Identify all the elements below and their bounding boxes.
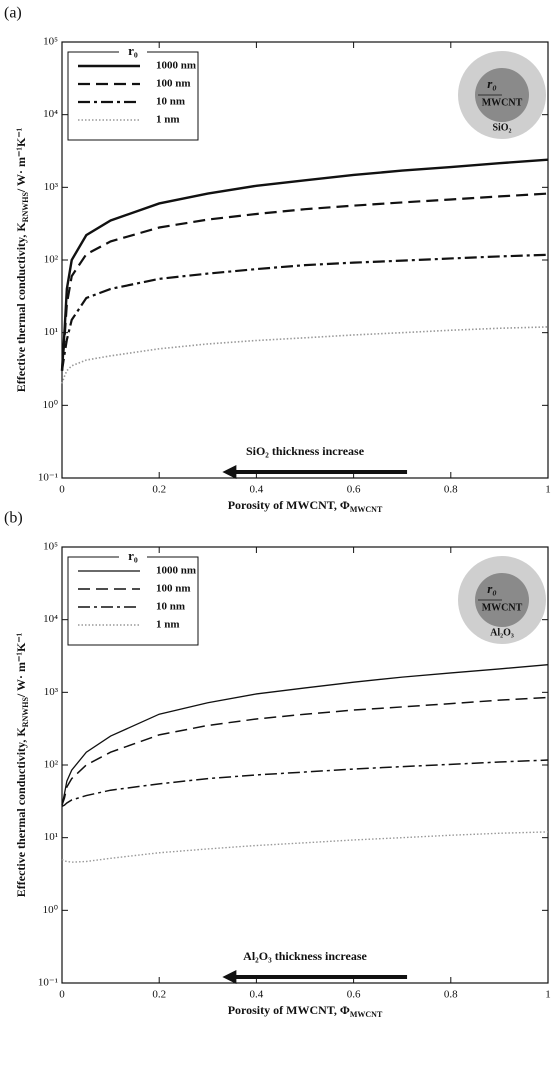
x-tick-label: 1 (545, 484, 551, 496)
y-tick-label: 10⁰ (43, 399, 59, 411)
y-axis-label-suffix: / W· m⁻¹K⁻¹ (14, 632, 28, 698)
annotation: Al₂O₃ thickness increase (243, 949, 367, 963)
legend-title-bg (119, 46, 147, 58)
x-axis-label: Porosity of MWCNT, ΦMWCNT (228, 498, 383, 514)
y-tick-label: 10⁵ (43, 36, 58, 48)
inset-shell-label: Al₂O₃ (490, 627, 514, 638)
legend-title-bg (119, 551, 147, 563)
data-line (61, 696, 549, 806)
x-axis-label-sub: MWCNT (350, 1010, 383, 1019)
x-tick-label: 0 (59, 484, 65, 496)
y-axis-label: Effective thermal conductivity, KRNWHS/ … (14, 127, 30, 392)
panel-label: (a) (4, 5, 22, 22)
x-tick-label: 0.8 (444, 989, 458, 1001)
data-line (61, 326, 549, 384)
y-axis-label-text: Effective thermal conductivity, K (14, 727, 28, 898)
y-axis-label: Effective thermal conductivity, KRNWHS/ … (14, 632, 30, 897)
legend-box (67, 556, 199, 646)
legend-label: 10 nm (156, 96, 185, 108)
y-tick-label: 10⁻¹ (38, 472, 58, 484)
y-tick-label: 10⁰ (43, 904, 59, 916)
y-axis-label-sub: RNWHS (21, 697, 30, 728)
legend-title: r₀ (128, 43, 138, 58)
inset-core-label: MWCNT (482, 97, 523, 108)
x-tick-label: 0.6 (347, 989, 361, 1001)
legend-title: r₀ (128, 548, 138, 563)
x-tick-label: 0 (59, 989, 65, 1001)
y-axis-label-text: Effective thermal conductivity, K (14, 222, 28, 393)
data-line (61, 759, 549, 807)
data-line (60, 253, 549, 371)
y-tick-label: 10¹ (44, 326, 58, 338)
y-tick-label: 10³ (44, 181, 59, 193)
legend-label: 100 nm (156, 78, 191, 90)
legend-label: 100 nm (156, 583, 191, 595)
legend-label: 10 nm (156, 601, 185, 613)
y-axis-label-suffix: / W· m⁻¹K⁻¹ (14, 127, 28, 193)
x-axis-label-text: Porosity of MWCNT, Φ (228, 498, 350, 512)
y-tick-label: 10² (44, 254, 59, 266)
y-tick-label: 10⁻¹ (38, 977, 58, 989)
y-axis-label-sub: RNWHS (21, 192, 30, 223)
data-line (60, 192, 549, 371)
legend-label: 1 nm (156, 114, 180, 126)
x-tick-label: 0.2 (152, 484, 166, 496)
data-line (61, 831, 549, 863)
x-tick-label: 1 (545, 989, 551, 1001)
x-axis-label: Porosity of MWCNT, ΦMWCNT (228, 1003, 383, 1019)
legend-label: 1000 nm (156, 565, 196, 577)
data-line (61, 664, 549, 806)
y-tick-label: 10⁴ (43, 613, 58, 625)
x-axis-label-text: Porosity of MWCNT, Φ (228, 1003, 350, 1017)
y-tick-label: 10³ (44, 686, 59, 698)
annotation: SiO₂ thickness increase (246, 444, 365, 458)
x-tick-label: 0.4 (250, 989, 264, 1001)
x-tick-label: 0.4 (250, 484, 264, 496)
y-tick-label: 10¹ (44, 831, 58, 843)
y-tick-label: 10⁵ (43, 541, 58, 553)
y-tick-label: 10² (44, 759, 59, 771)
legend-label: 1 nm (156, 619, 180, 631)
x-tick-label: 0.8 (444, 484, 458, 496)
panel-label: (b) (4, 510, 23, 527)
legend-label: 1000 nm (156, 60, 196, 72)
y-tick-label: 10⁴ (43, 108, 58, 120)
annotation-arrowhead (222, 970, 237, 984)
x-axis-label-sub: MWCNT (350, 505, 383, 514)
inset-shell-label: SiO₂ (492, 122, 511, 133)
inset-radius: r₀ (487, 76, 497, 91)
x-tick-label: 0.2 (152, 989, 166, 1001)
inset-core-label: MWCNT (482, 602, 523, 613)
annotation-arrowhead (222, 465, 237, 479)
data-line (60, 158, 549, 371)
inset-radius: r₀ (487, 581, 497, 596)
x-tick-label: 0.6 (347, 484, 361, 496)
